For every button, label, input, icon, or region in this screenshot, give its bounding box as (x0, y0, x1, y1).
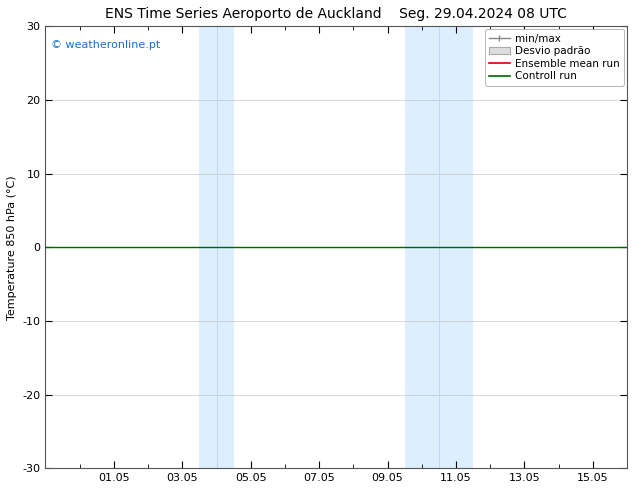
Y-axis label: Temperature 850 hPa (°C): Temperature 850 hPa (°C) (7, 175, 17, 319)
Bar (200, 26, 234, 468)
Title: ENS Time Series Aeroporto de Auckland    Seg. 29.04.2024 08 UTC: ENS Time Series Aeroporto de Auckland Se… (105, 7, 567, 21)
Legend: min/max, Desvio padrão, Ensemble mean run, Controll run: min/max, Desvio padrão, Ensemble mean ru… (485, 29, 624, 86)
Bar (404, 26, 473, 468)
Text: © weatheronline.pt: © weatheronline.pt (51, 40, 160, 49)
